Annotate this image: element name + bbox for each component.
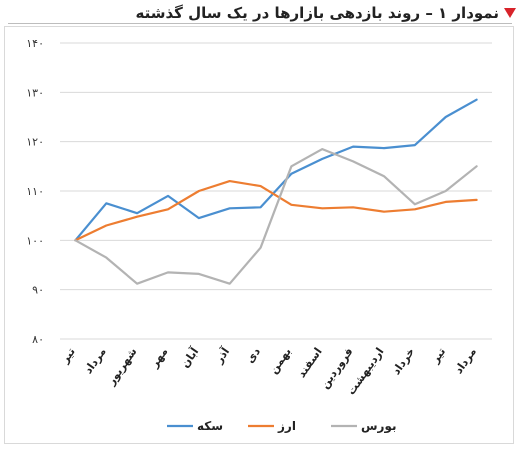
triangle-marker-icon xyxy=(504,8,516,18)
y-tick-label: ۱۳۰ xyxy=(26,86,44,99)
y-tick-label: ۱۰۰ xyxy=(26,234,44,247)
x-category-label: مرداد xyxy=(82,345,109,376)
series-line-2 xyxy=(74,148,478,285)
y-axis-tick-labels: ۸۰ ۹۰ ۱۰۰ ۱۱۰ ۱۲۰ ۱۳۰ ۱۴۰ xyxy=(26,37,44,346)
y-tick-label: ۱۴۰ xyxy=(26,37,44,50)
x-category-label: آبان xyxy=(178,345,202,371)
legend: سکه ارز بورس xyxy=(167,419,397,434)
x-category-label: دی xyxy=(243,345,263,366)
series-lines xyxy=(74,98,478,285)
x-category-label: مهر xyxy=(147,345,170,370)
y-tick-label: ۹۰ xyxy=(32,284,44,297)
series-line-0 xyxy=(74,98,478,242)
x-category-label: بهمن xyxy=(267,345,294,376)
x-category-label: اسفند xyxy=(295,345,325,380)
chart-frame xyxy=(4,26,514,444)
x-category-label: آذر xyxy=(211,345,232,367)
x-category-label: خرداد xyxy=(390,345,418,377)
y-tick-label: ۱۲۰ xyxy=(26,136,44,149)
legend-label: ارز xyxy=(277,419,296,433)
x-category-label: شهریور xyxy=(104,345,139,388)
legend-label: بورس xyxy=(361,419,397,434)
x-category-label: تیر xyxy=(58,345,78,366)
title-divider xyxy=(8,23,512,24)
y-tick-label: ۱۱۰ xyxy=(26,185,44,198)
legend-label: سکه xyxy=(197,419,223,433)
y-tick-label: ۸۰ xyxy=(32,333,44,346)
gridlines xyxy=(60,42,492,340)
x-category-label: مرداد xyxy=(452,345,479,376)
chart-title-row: نمودار ۱ – روند بازدهی بازارها در یک سال… xyxy=(136,2,516,24)
chart-title: نمودار ۱ – روند بازدهی بازارها در یک سال… xyxy=(135,4,499,22)
x-category-label: تیر xyxy=(428,345,448,366)
series-line-1 xyxy=(74,180,478,242)
